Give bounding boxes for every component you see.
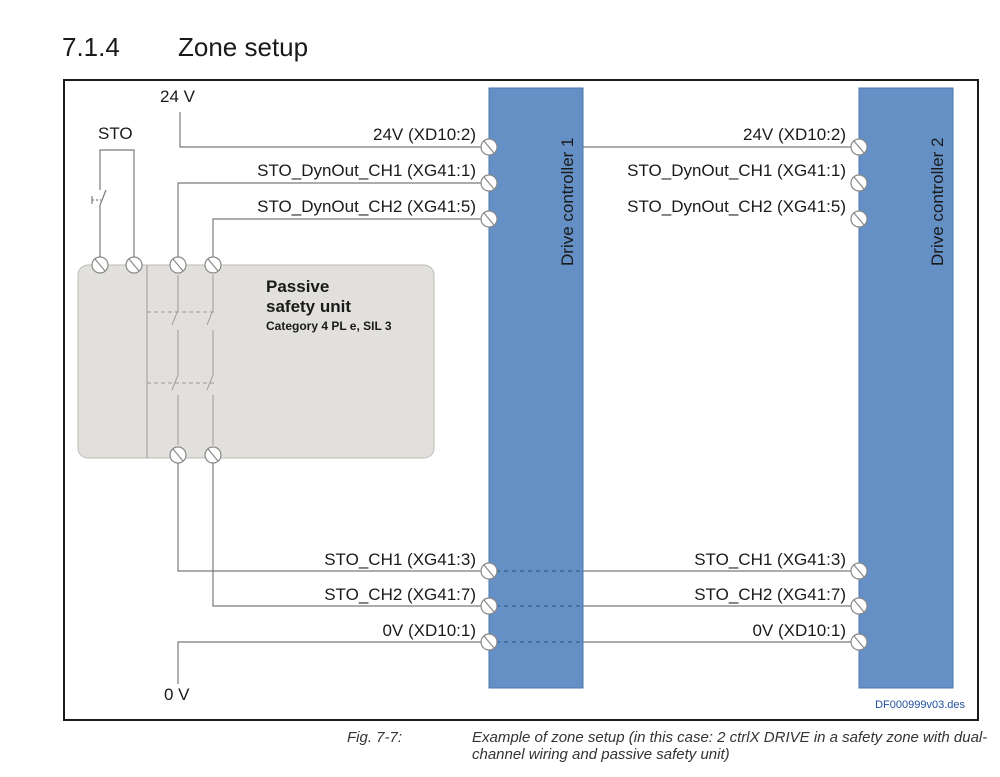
terminal-icon xyxy=(850,633,868,651)
drive-controller-1 xyxy=(488,87,584,689)
supply-0v-label: 0 V xyxy=(164,685,190,704)
terminal-icon xyxy=(480,597,498,615)
internal-links xyxy=(496,570,583,643)
sto-switch-icon xyxy=(91,189,107,206)
section-number: 7.1.4 xyxy=(62,32,120,62)
safety-unit-title-line2: safety unit xyxy=(266,297,351,316)
terminal-icon xyxy=(204,446,222,464)
figure-reference-id: DF000999v03.des xyxy=(875,699,965,711)
drive-controller-1-label: Drive controller 1 xyxy=(558,138,577,267)
terminal-icon xyxy=(850,562,868,580)
wire-sto-ch1 xyxy=(177,458,482,572)
terminal-icon xyxy=(169,256,187,274)
dc1-terminal-dynout-ch1: STO_DynOut_CH1 (XG41:1) xyxy=(257,161,476,180)
dc2-terminal-sto-ch1: STO_CH1 (XG41:3) xyxy=(694,550,846,569)
diagram-frame xyxy=(63,79,979,721)
wire-sto-ch2 xyxy=(212,458,482,607)
wire-dynout-ch1 xyxy=(177,182,482,262)
terminal-icon xyxy=(91,256,109,274)
terminal-icon xyxy=(125,256,143,274)
terminal-icon xyxy=(850,174,868,192)
terminal-icon xyxy=(169,446,187,464)
safety-unit-terminals xyxy=(91,256,222,464)
supply-24v-label: 24 V xyxy=(160,87,196,106)
safety-unit-category: Category 4 PL e, SIL 3 xyxy=(266,319,392,333)
dc1-terminal-dynout-ch2: STO_DynOut_CH2 (XG41:5) xyxy=(257,197,476,216)
terminal-icon xyxy=(480,174,498,192)
terminal-icon xyxy=(480,210,498,228)
dc1-terminal-sto-ch2: STO_CH2 (XG41:7) xyxy=(324,585,476,604)
safety-unit-internals xyxy=(146,265,215,458)
dc2-terminal-sto-ch2: STO_CH2 (XG41:7) xyxy=(694,585,846,604)
figure-caption-label: Fig. 7-7: xyxy=(347,729,403,746)
terminal-icon xyxy=(204,256,222,274)
safety-unit-title-line1: Passive xyxy=(266,277,329,296)
terminal-icon xyxy=(850,210,868,228)
wire-sto-right xyxy=(99,149,135,262)
terminal-icon xyxy=(480,633,498,651)
drive-controller-2-label: Drive controller 2 xyxy=(928,138,947,267)
terminal-icon xyxy=(480,562,498,580)
terminal-icon xyxy=(850,138,868,156)
dc1-terminal-sto-ch1: STO_CH1 (XG41:3) xyxy=(324,550,476,569)
wire-dynout-ch2 xyxy=(212,218,482,262)
passive-safety-unit xyxy=(77,264,435,459)
terminal-icon xyxy=(850,597,868,615)
section-title: Zone setup xyxy=(178,32,309,62)
figure-caption-text: Example of zone setup (in this case: 2 c… xyxy=(472,729,988,763)
sto-label: STO xyxy=(98,124,133,143)
wire-24v xyxy=(179,112,482,148)
wire-0v xyxy=(177,641,482,684)
terminal-icon xyxy=(480,138,498,156)
dc1-terminal-24v: 24V (XD10:2) xyxy=(373,125,476,144)
dc2-terminal-24v: 24V (XD10:2) xyxy=(743,125,846,144)
dc1-terminal-0v: 0V (XD10:1) xyxy=(382,621,476,640)
controller-terminals xyxy=(480,138,868,651)
drive-controller-2 xyxy=(858,87,954,689)
dc2-terminal-dynout-ch2: STO_DynOut_CH2 (XG41:5) xyxy=(627,197,846,216)
dc2-terminal-dynout-ch1: STO_DynOut_CH1 (XG41:1) xyxy=(627,161,846,180)
dc2-terminal-0v: 0V (XD10:1) xyxy=(752,621,846,640)
